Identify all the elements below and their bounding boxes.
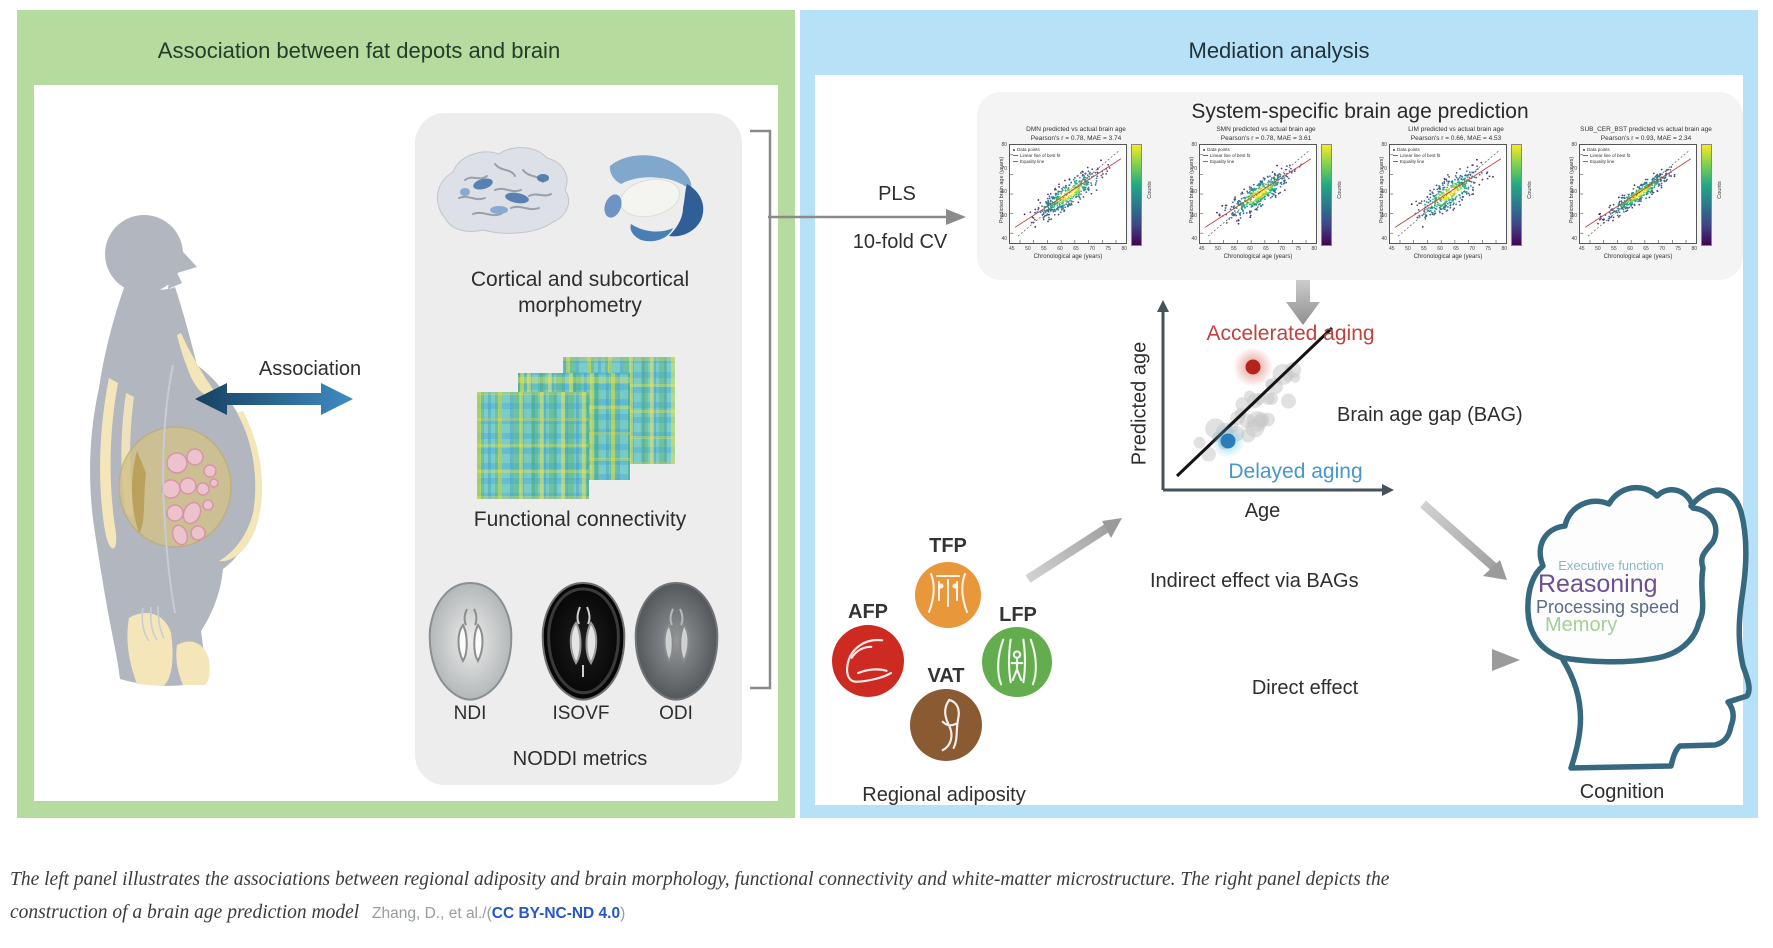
- cognition-domain-processing: Processing speed: [1536, 597, 1680, 617]
- plot-legend: Data points Linear line of best fit Equa…: [1203, 147, 1250, 165]
- plot-xlabel: Chronological age (years): [1413, 254, 1483, 260]
- tfp-label: TFP: [929, 535, 967, 557]
- plot-xlabel: Chronological age (years): [1033, 254, 1103, 260]
- plot-stats: Pearson's r = 0.66, MAE = 4.53: [1410, 135, 1502, 142]
- lfp-icon: [982, 627, 1052, 697]
- isovf-label: ISOVF: [552, 703, 610, 724]
- indirect-arrow-up-icon: [1025, 518, 1122, 583]
- bag-ylabel: Predicted age: [1128, 341, 1151, 466]
- plot-xticks: 45 50 55 60 65 70 75 80: [1579, 246, 1697, 252]
- lfp-label: LFP: [999, 604, 1037, 626]
- direct-arrow-icon: [1104, 649, 1520, 671]
- plot-xlabel: Chronological age (years): [1603, 254, 1673, 260]
- plot-area: Data points Linear line of best fit Equa…: [1579, 144, 1697, 244]
- caption-line1: The left panel illustrates the associati…: [10, 869, 1390, 890]
- ndi-label: NDI: [453, 703, 487, 724]
- connectivity-label: Functional connectivity: [473, 508, 687, 531]
- plot-xticks: 45 50 55 60 65 70 75 80: [1389, 246, 1507, 252]
- morphometry-label-line2: morphometry: [518, 294, 642, 317]
- plot-title: SUB_CER_BST predicted vs actual brain ag…: [1580, 126, 1712, 133]
- indirect-effect-label: Indirect effect via BAGs: [1150, 570, 1359, 592]
- right-panel-title: Mediation analysis: [1188, 38, 1370, 63]
- plot-legend: Data points Linear line of best fit Equa…: [1393, 147, 1440, 165]
- plot-colorbar-label: Counts: [1337, 181, 1343, 199]
- connectivity-matrix-front: [477, 392, 589, 499]
- morphometry-label-line1: Cortical and subcortical: [470, 268, 690, 291]
- association-arrow-icon: [195, 383, 353, 415]
- plot-colorbar: [1321, 144, 1332, 246]
- ndi-scan-image: [428, 581, 513, 701]
- plot-stats: Pearson's r = 0.78, MAE = 3.61: [1220, 135, 1312, 142]
- isovf-scan-image: [541, 581, 626, 701]
- vat-label: VAT: [927, 665, 965, 687]
- body-silhouette: [90, 215, 263, 686]
- plot-stats: Pearson's r = 0.78, MAE = 3.74: [1030, 135, 1122, 142]
- cognition-head-outline: [1525, 484, 1752, 771]
- scatter-plot-sub-cer-bst: SUB_CER_BST predicted vs actual brain ag…: [1555, 125, 1737, 277]
- accelerated-aging-label: Accelerated aging: [1206, 322, 1375, 345]
- plot-stats: Pearson's r = 0.93, MAE = 2.34: [1600, 135, 1692, 142]
- plot-colorbar: [1511, 144, 1522, 246]
- scatter-plot-smn: SMN predicted vs actual brain age Pearso…: [1175, 125, 1357, 277]
- cortical-subcortical-image: [437, 147, 704, 242]
- vat-icon: [910, 689, 982, 761]
- pls-arrow-icon: [768, 209, 966, 225]
- caption-line2-text: construction of a brain age prediction m…: [10, 902, 360, 923]
- prediction-card-title: System-specific brain age prediction: [1191, 100, 1529, 123]
- plot-yticks: 40 50 60 70 80: [1001, 142, 1007, 242]
- afp-icon: [832, 625, 904, 697]
- bag-xlabel: Age: [1244, 500, 1281, 522]
- bag-scatter-diagram: [1157, 300, 1394, 496]
- plot-colorbar: [1131, 144, 1142, 246]
- plot-legend: Data points Linear line of best fit Equa…: [1013, 147, 1060, 165]
- cognition-domain-reasoning: Reasoning: [1538, 570, 1658, 598]
- caption-line2: construction of a brain age prediction m…: [10, 902, 1765, 924]
- plot-xlabel: Chronological age (years): [1223, 254, 1293, 260]
- bracket-icon: [750, 129, 772, 690]
- cognition-domain-executive: Executive function: [1558, 558, 1664, 573]
- plot-yticks: 40 50 60 70 80: [1381, 142, 1387, 242]
- caption-attribution-suffix: ): [620, 905, 626, 922]
- plot-yticks: 40 50 60 70 80: [1571, 142, 1577, 242]
- regional-adiposity-label: Regional adiposity: [862, 784, 1026, 806]
- plot-title: SMN predicted vs actual brain age: [1216, 126, 1316, 133]
- plot-colorbar-label: Counts: [1717, 181, 1723, 199]
- cognition-label: Cognition: [1579, 781, 1665, 803]
- plot-xticks: 45 50 55 60 65 70 75 80: [1009, 246, 1127, 252]
- association-label: Association: [258, 358, 362, 380]
- plot-title: DMN predicted vs actual brain age: [1026, 126, 1126, 133]
- scatter-plot-lim: LIM predicted vs actual brain age Pearso…: [1365, 125, 1547, 277]
- down-arrow-icon: [1286, 280, 1320, 325]
- plot-title: LIM predicted vs actual brain age: [1408, 126, 1504, 133]
- left-panel-title: Association between fat depots and brain: [157, 38, 561, 63]
- noddi-label: NODDI metrics: [512, 748, 648, 770]
- plot-colorbar: [1701, 144, 1712, 246]
- pls-label: PLS: [878, 183, 916, 205]
- delayed-aging-label: Delayed aging: [1228, 460, 1363, 483]
- cognition-domain-memory: Memory: [1545, 614, 1618, 636]
- caption-attribution-prefix: Zhang, D., et al./(: [372, 905, 492, 922]
- plot-area: Data points Linear line of best fit Equa…: [1389, 144, 1507, 244]
- odi-scan-image: [634, 581, 719, 701]
- cv-label: 10-fold CV: [852, 231, 948, 253]
- license-link[interactable]: CC BY-NC-ND 4.0: [491, 905, 621, 922]
- plot-legend: Data points Linear line of best fit Equa…: [1583, 147, 1630, 165]
- scatter-plot-dmn: DMN predicted vs actual brain age Pearso…: [985, 125, 1167, 277]
- prediction-card: System-specific brain age prediction DMN…: [977, 92, 1743, 280]
- plot-area: Data points Linear line of best fit Equa…: [1009, 144, 1127, 244]
- plot-area: Data points Linear line of best fit Equa…: [1199, 144, 1317, 244]
- tfp-icon: [915, 562, 981, 628]
- afp-label: AFP: [848, 601, 888, 623]
- direct-effect-label: Direct effect: [1251, 677, 1359, 699]
- plot-xticks: 45 50 55 60 65 70 75 80: [1199, 246, 1317, 252]
- plot-yticks: 40 50 60 70 80: [1191, 142, 1197, 242]
- plot-colorbar-label: Counts: [1527, 181, 1533, 199]
- bag-label: Brain age gap (BAG): [1337, 404, 1523, 426]
- odi-label: ODI: [659, 703, 693, 724]
- indirect-arrow-down-icon: [1420, 500, 1507, 580]
- plot-colorbar-label: Counts: [1147, 181, 1153, 199]
